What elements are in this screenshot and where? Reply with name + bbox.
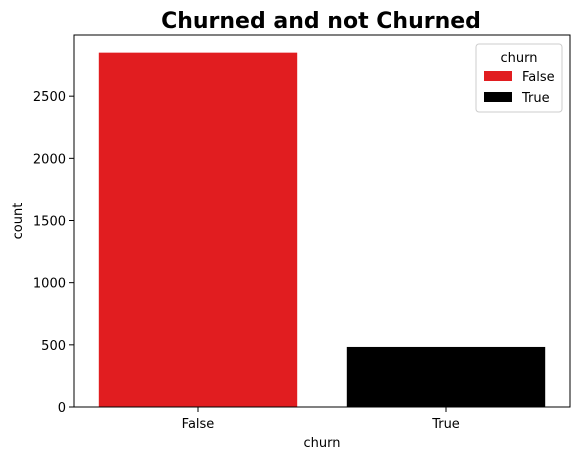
- legend-swatch-true: [484, 92, 512, 102]
- y-axis-ticks: 0 500 1000 1500 2000 2500: [33, 90, 74, 416]
- legend-label-false: False: [522, 70, 555, 85]
- y-tick-label: 1500: [33, 215, 66, 230]
- bar-true: [346, 346, 546, 407]
- y-tick-label: 1000: [33, 277, 66, 292]
- legend-title: churn: [501, 51, 538, 66]
- legend-swatch-false: [484, 71, 512, 81]
- plot-frame: [73, 34, 571, 408]
- bar-false: [98, 52, 298, 407]
- y-tick-label: 2000: [33, 152, 66, 167]
- y-axis-title: count: [11, 203, 26, 240]
- y-tick-label: 2500: [33, 90, 66, 105]
- y-tick-label: 0: [58, 401, 66, 416]
- x-axis-title: churn: [304, 436, 341, 451]
- chart-title: Churned and not Churned: [161, 9, 481, 34]
- legend-label-true: True: [521, 91, 550, 106]
- bars-group: [98, 52, 546, 407]
- legend: churn False True: [475, 43, 563, 113]
- legend-entries: False True: [484, 70, 555, 106]
- x-axis-ticks: False True: [182, 407, 460, 432]
- y-tick-label: 500: [41, 339, 66, 354]
- x-tick-label: True: [431, 417, 460, 432]
- x-tick-label: False: [182, 417, 215, 432]
